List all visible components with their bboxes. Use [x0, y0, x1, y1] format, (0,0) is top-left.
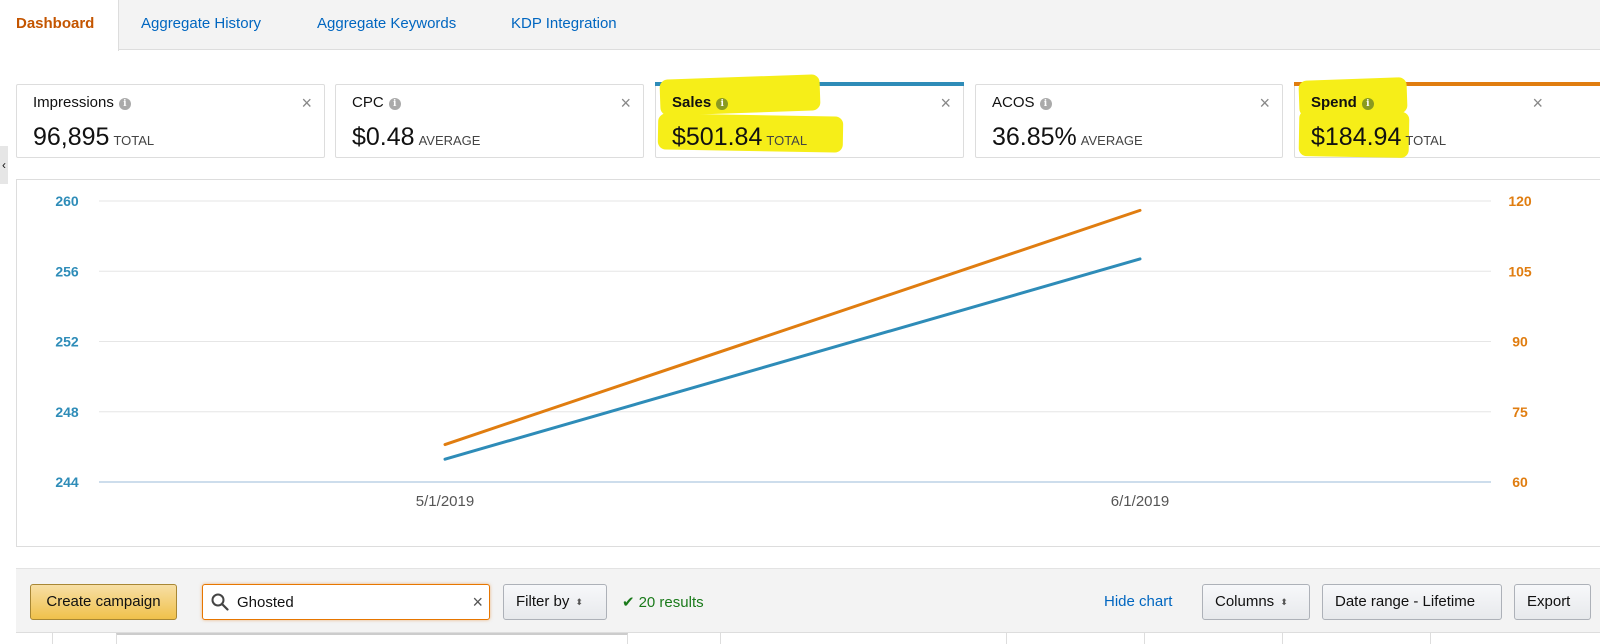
metric-label-text: CPC [352, 94, 384, 111]
metric-unit: TOTAL [1405, 133, 1447, 148]
table-column-divider [1006, 633, 1007, 644]
metric-card-acos[interactable]: ACOS i × 36.85% AVERAGE [975, 84, 1283, 158]
x-tick-label: 5/1/2019 [416, 493, 474, 510]
export-button[interactable]: Export [1514, 584, 1591, 620]
search-input[interactable] [237, 592, 457, 612]
y-left-tick-label: 244 [55, 474, 79, 490]
table-column-divider [1282, 633, 1283, 644]
tab-dashboard[interactable]: Dashboard [0, 0, 119, 51]
metric-label-text: Spend [1311, 94, 1357, 111]
metric-value-text: $501.84 [672, 123, 763, 151]
metric-value-text: $0.48 [352, 123, 415, 151]
metric-card-spend[interactable]: Spend i × $184.94 TOTAL [1294, 77, 1600, 158]
metric-label: Spend i [1311, 94, 1374, 111]
metric-value: 36.85% AVERAGE [992, 123, 1143, 152]
info-icon[interactable]: i [1039, 98, 1052, 110]
search-box: × [202, 584, 490, 620]
columns-button[interactable]: Columns ⬍ [1202, 584, 1310, 620]
table-column-divider [1144, 633, 1145, 644]
y-right-tick-label: 105 [1508, 263, 1532, 279]
series-line-1 [443, 257, 1142, 461]
y-left-tick-label: 260 [55, 193, 79, 209]
metric-label: CPC i [352, 94, 401, 111]
sort-arrows-icon: ⬍ [575, 597, 583, 607]
x-tick-label: 6/1/2019 [1111, 493, 1169, 510]
y-left-tick-label: 256 [55, 263, 79, 279]
table-column-divider [52, 633, 53, 644]
metric-card-sales[interactable]: Sales i × $501.84 TOTAL [655, 74, 964, 158]
clear-search-icon[interactable]: × [472, 592, 483, 612]
metric-value: $0.48 AVERAGE [352, 123, 480, 152]
filter-by-label: Filter by [516, 593, 570, 610]
metric-label-text: Impressions [33, 94, 114, 111]
campaign-toolbar: Create campaign × Filter by ⬍ ✔20 results… [16, 568, 1600, 643]
sidebar-collapse-handle[interactable]: ‹ [0, 146, 8, 184]
metric-value-text: 96,895 [33, 123, 110, 151]
metric-value-text: 36.85% [992, 123, 1077, 151]
metric-card-impressions[interactable]: Impressions i × 96,895 TOTAL [16, 84, 325, 158]
metric-value: 96,895 TOTAL [33, 123, 154, 152]
metric-unit: TOTAL [113, 133, 155, 148]
tab-kdp-integration[interactable]: KDP Integration [511, 15, 617, 32]
tab-aggregate-keywords[interactable]: Aggregate Keywords [317, 15, 457, 32]
metric-value-text: $184.94 [1311, 123, 1402, 151]
y-right-tick-label: 60 [1512, 474, 1528, 490]
table-column-divider [1430, 633, 1431, 644]
columns-label: Columns [1215, 593, 1275, 610]
selected-series-bar [1294, 82, 1600, 86]
metric-value: $184.94 TOTAL [1311, 123, 1446, 152]
close-icon[interactable]: × [940, 93, 951, 113]
metric-value: $501.84 TOTAL [672, 123, 807, 152]
y-left-tick-label: 252 [55, 334, 79, 350]
series-line-2 [443, 208, 1142, 447]
info-icon[interactable]: i [388, 98, 401, 110]
campaign-table-header [16, 632, 1600, 644]
hide-chart-link[interactable]: Hide chart [1104, 593, 1173, 610]
metric-label: Impressions i [33, 94, 131, 111]
metric-label: Sales i [672, 94, 729, 111]
search-icon [211, 593, 229, 611]
results-text: 20 results [638, 594, 704, 611]
info-icon[interactable]: i [118, 98, 131, 110]
close-icon[interactable]: × [620, 93, 631, 113]
create-campaign-button[interactable]: Create campaign [30, 584, 177, 620]
sort-arrows-icon: ⬍ [1280, 597, 1288, 607]
close-icon[interactable]: × [301, 93, 312, 113]
metric-label: ACOS i [992, 94, 1052, 111]
info-icon[interactable]: i [716, 98, 729, 110]
check-icon: ✔ [622, 594, 635, 611]
metric-unit: AVERAGE [418, 133, 481, 148]
y-right-tick-label: 90 [1512, 334, 1528, 350]
performance-chart: 244 248 252 256 260 60 75 90 105 120 5/1/2019 6/1/2… [16, 179, 1600, 547]
metric-card-cpc[interactable]: CPC i × $0.48 AVERAGE [335, 84, 644, 158]
filter-by-button[interactable]: Filter by ⬍ [503, 584, 607, 620]
metric-unit: AVERAGE [1080, 133, 1143, 148]
results-count: ✔ 20 results [622, 593, 704, 611]
y-right-tick-label: 120 [1508, 193, 1532, 209]
y-right-tick-label: 75 [1512, 404, 1528, 420]
date-range-button[interactable]: Date range - Lifetime [1322, 584, 1502, 620]
tab-aggregate-history[interactable]: Aggregate History [141, 15, 262, 32]
info-icon[interactable]: i [1361, 98, 1374, 110]
metric-label-text: Sales [672, 94, 712, 111]
tab-bar: Dashboard Aggregate History Aggregate Ke… [0, 0, 1600, 51]
close-icon[interactable]: × [1259, 93, 1270, 113]
metric-label-text: ACOS [992, 94, 1035, 111]
close-icon[interactable]: × [1532, 93, 1543, 113]
y-left-tick-label: 248 [55, 404, 79, 420]
chart-svg: 244 248 252 256 260 60 75 90 105 120 5/1/2019 6/1/2… [55, 193, 1532, 510]
table-column-divider [720, 633, 721, 644]
table-column-divider [116, 633, 628, 644]
metric-unit: TOTAL [766, 133, 808, 148]
